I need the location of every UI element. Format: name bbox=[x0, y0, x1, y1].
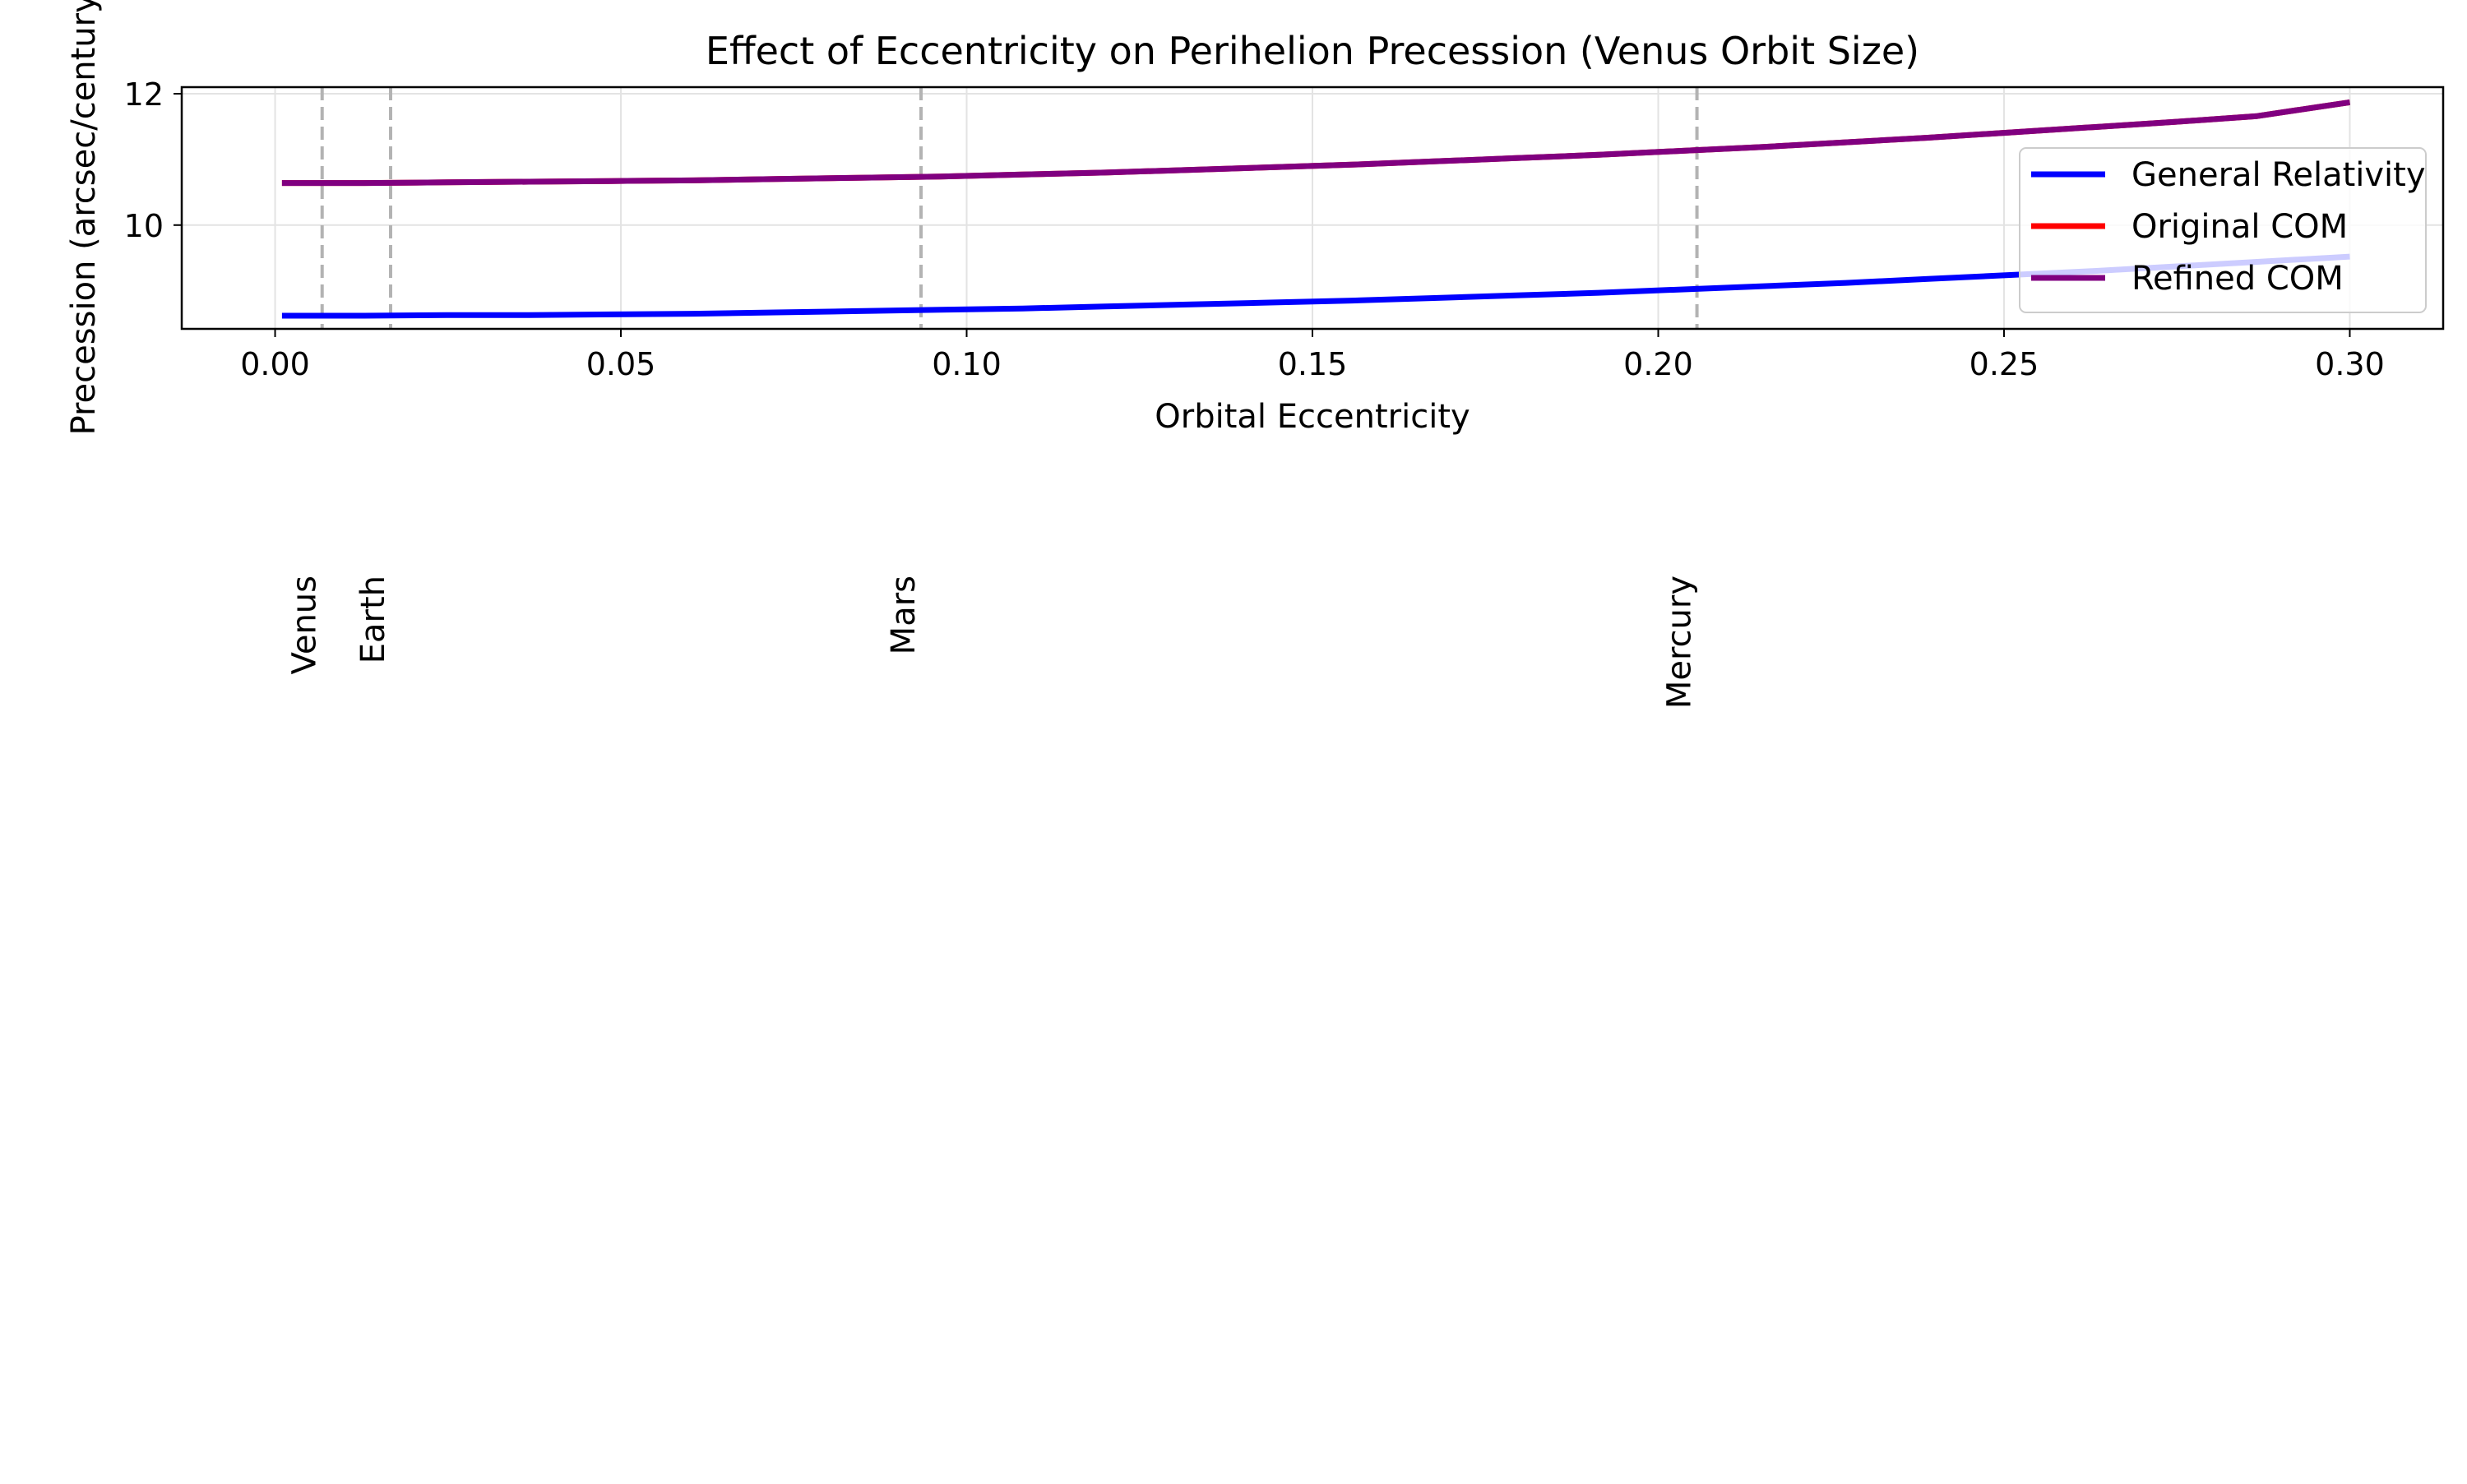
x-tick-label: 0.15 bbox=[1278, 346, 1348, 382]
x-tick-label: 0.05 bbox=[586, 346, 656, 382]
series-line-general-relativity bbox=[281, 253, 2350, 319]
y-tick-label: 10 bbox=[124, 208, 164, 244]
x-tick-label: 0.20 bbox=[1623, 346, 1693, 382]
legend-box bbox=[2019, 147, 2427, 313]
planet-label-mars: Mars bbox=[885, 576, 923, 654]
planet-label-venus: Venus bbox=[286, 576, 324, 674]
x-tick-label: 0.30 bbox=[2315, 346, 2385, 382]
y-tick-label: 12 bbox=[124, 76, 164, 113]
planet-reference-lines bbox=[320, 87, 1699, 329]
planet-labels: Venus Earth Mars Mercury bbox=[286, 576, 1699, 709]
axis-ticks: 0.00 0.05 0.10 0.15 0.20 0.25 0.30 10 12 bbox=[124, 76, 2385, 382]
x-axis-label: Orbital Eccentricity bbox=[1155, 398, 1470, 436]
legend-label-general-relativity: General Relativity bbox=[2131, 156, 2426, 194]
series-line-refined-com bbox=[281, 99, 2351, 187]
planet-label-mercury: Mercury bbox=[1661, 576, 1699, 709]
chart-title: Effect of Eccentricity on Perihelion Pre… bbox=[706, 29, 1919, 73]
legend: General Relativity Original COM Refined CO… bbox=[2019, 147, 2427, 313]
x-tick-label: 0.00 bbox=[240, 346, 310, 382]
y-axis-label: Precession (arcsec/century) bbox=[65, 0, 103, 435]
x-tick-label: 0.10 bbox=[932, 346, 1002, 382]
planet-label-earth: Earth bbox=[354, 576, 392, 663]
legend-label-original-com: Original COM bbox=[2131, 208, 2348, 246]
series-lines bbox=[281, 99, 2351, 319]
x-tick-label: 0.25 bbox=[1969, 346, 2039, 382]
legend-label-refined-com: Refined COM bbox=[2131, 260, 2344, 298]
